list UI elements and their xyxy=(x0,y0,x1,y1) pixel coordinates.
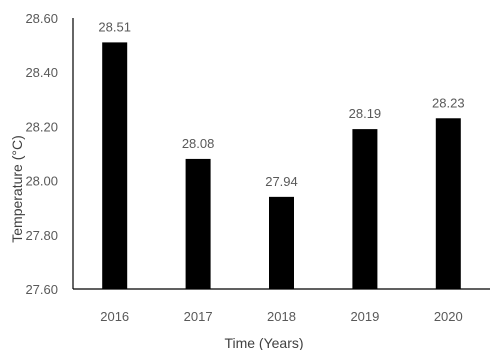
data-labels: 28.51 28.08 27.94 28.19 28.23 xyxy=(98,19,464,188)
data-label: 28.19 xyxy=(349,106,382,121)
bar xyxy=(102,42,128,289)
y-tick-label: 27.60 xyxy=(25,282,58,297)
y-axis-title: Temperature (°C) xyxy=(9,135,25,243)
x-tick-label: 2020 xyxy=(434,309,463,324)
y-axis-ticks: 27.60 27.80 28.00 28.20 28.40 28.60 xyxy=(25,11,58,297)
data-label: 28.08 xyxy=(182,136,215,151)
x-tick-label: 2019 xyxy=(350,309,379,324)
x-tick-label: 2017 xyxy=(184,309,213,324)
y-tick-label: 28.60 xyxy=(25,11,58,26)
x-tick-label: 2018 xyxy=(267,309,296,324)
x-axis-title: Time (Years) xyxy=(224,335,303,350)
bar xyxy=(435,118,461,290)
data-label: 28.51 xyxy=(98,19,131,34)
y-tick-label: 28.40 xyxy=(25,65,58,80)
bar xyxy=(269,196,294,289)
y-tick-label: 27.80 xyxy=(25,228,58,243)
bar xyxy=(185,158,211,289)
x-tick-label: 2016 xyxy=(100,309,129,324)
data-label: 27.94 xyxy=(265,174,298,189)
y-tick-label: 28.20 xyxy=(25,119,58,134)
bar xyxy=(352,129,378,289)
y-tick-label: 28.00 xyxy=(25,174,58,189)
bars xyxy=(102,42,461,290)
x-axis-ticks: 2016 2017 2018 2019 2020 xyxy=(100,309,463,324)
data-label: 28.23 xyxy=(432,95,465,110)
